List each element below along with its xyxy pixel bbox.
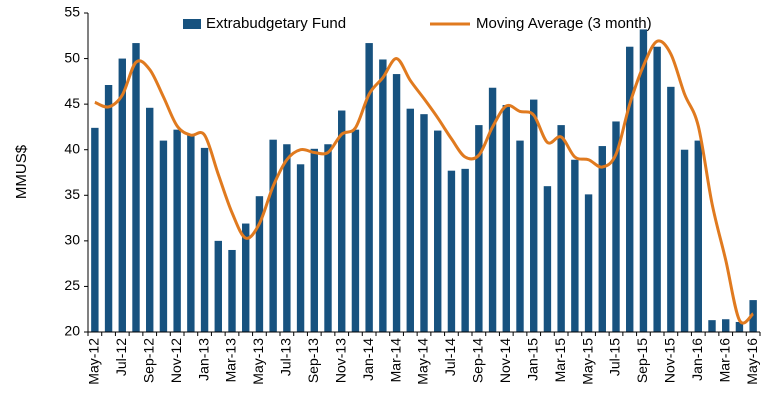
legend-label: Moving Average (3 month) bbox=[476, 15, 652, 32]
bar bbox=[392, 74, 401, 333]
x-tick-label: May-12 bbox=[86, 338, 102, 385]
bar bbox=[680, 149, 689, 332]
x-tick-label: May-15 bbox=[579, 338, 595, 385]
y-tick-label: 35 bbox=[64, 186, 80, 202]
bar bbox=[735, 321, 744, 332]
y-tick-label: 45 bbox=[64, 95, 80, 111]
bar bbox=[269, 139, 277, 332]
x-tick-label: Mar-16 bbox=[716, 338, 732, 383]
bar bbox=[530, 99, 538, 332]
bar bbox=[461, 168, 469, 332]
bar bbox=[242, 223, 250, 332]
legend-label: Extrabudgetary Fund bbox=[206, 15, 346, 32]
x-tick-label: Nov-14 bbox=[497, 338, 513, 383]
x-tick-label: Jul-13 bbox=[278, 338, 294, 376]
bar bbox=[228, 249, 236, 332]
bar bbox=[653, 46, 661, 332]
moving-average-line bbox=[94, 39, 755, 325]
x-tick-label: Jul-14 bbox=[442, 338, 458, 376]
bar bbox=[132, 43, 140, 332]
x-tick-label: May-16 bbox=[744, 338, 760, 385]
bar bbox=[283, 144, 291, 332]
bar bbox=[543, 186, 552, 332]
bar bbox=[626, 46, 634, 332]
y-tick-label: 55 bbox=[64, 4, 80, 20]
bar bbox=[598, 146, 606, 332]
x-tick-label: Sep-13 bbox=[305, 338, 321, 383]
y-tick-label: 50 bbox=[64, 49, 80, 65]
bar bbox=[502, 105, 510, 332]
bar bbox=[296, 164, 305, 332]
x-tick-label: Mar-14 bbox=[387, 338, 403, 383]
x-tick-label: Jul-12 bbox=[113, 338, 129, 376]
x-tick-label: Jul-15 bbox=[607, 338, 623, 376]
bar bbox=[488, 87, 497, 332]
bar bbox=[200, 147, 209, 332]
y-tick-label: 30 bbox=[64, 232, 80, 248]
y-tick-label: 40 bbox=[64, 140, 80, 156]
y-tick-label: 25 bbox=[64, 277, 80, 293]
bar bbox=[118, 58, 126, 332]
bar bbox=[571, 159, 579, 332]
bar bbox=[365, 43, 373, 332]
x-tick-label: Sep-12 bbox=[140, 338, 156, 383]
x-tick-label: Sep-15 bbox=[634, 338, 650, 383]
x-tick-label: Jan-16 bbox=[689, 338, 705, 381]
x-tick-label: Jan-15 bbox=[524, 338, 540, 381]
bar bbox=[173, 129, 181, 332]
bar bbox=[255, 196, 264, 332]
bar bbox=[749, 300, 757, 332]
x-tick-label: Nov-13 bbox=[332, 338, 348, 383]
bar bbox=[584, 194, 593, 332]
bar bbox=[351, 129, 360, 332]
bar bbox=[91, 127, 99, 332]
bar bbox=[667, 86, 675, 332]
bar bbox=[694, 140, 702, 332]
x-tick-label: Nov-15 bbox=[662, 338, 678, 383]
x-tick-label: May-13 bbox=[250, 338, 266, 385]
bar bbox=[475, 125, 483, 332]
bar bbox=[310, 148, 318, 332]
x-tick-label: Nov-12 bbox=[168, 338, 184, 383]
bar bbox=[722, 319, 730, 332]
x-tick-label: Mar-13 bbox=[223, 338, 239, 383]
bar bbox=[104, 85, 113, 332]
bar bbox=[420, 114, 428, 332]
bar bbox=[159, 140, 168, 332]
x-tick-label: Mar-15 bbox=[552, 338, 568, 383]
bar bbox=[639, 29, 648, 333]
bar bbox=[379, 59, 387, 333]
x-tick-label: May-14 bbox=[415, 338, 431, 385]
y-tick-label: 20 bbox=[64, 323, 80, 339]
x-tick-label: Jan-13 bbox=[195, 338, 211, 381]
bar bbox=[447, 170, 456, 332]
bar bbox=[324, 144, 332, 332]
bar bbox=[612, 121, 620, 333]
bar bbox=[434, 130, 442, 332]
y-axis-label: MMUS$ bbox=[13, 144, 30, 199]
bar bbox=[708, 320, 716, 332]
bar bbox=[406, 108, 414, 332]
bar bbox=[516, 140, 524, 332]
bar bbox=[214, 240, 222, 332]
x-tick-label: Sep-14 bbox=[470, 338, 486, 383]
bar bbox=[187, 135, 195, 332]
bar bbox=[338, 110, 346, 332]
bar bbox=[146, 107, 154, 332]
legend-swatch bbox=[183, 19, 201, 29]
bar bbox=[557, 125, 565, 332]
x-tick-label: Jan-14 bbox=[360, 338, 376, 381]
